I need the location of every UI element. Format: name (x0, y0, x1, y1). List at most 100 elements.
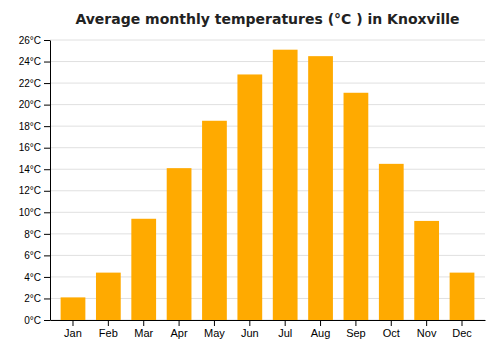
grid-line (50, 169, 485, 170)
x-tick-label: Feb (99, 327, 118, 339)
y-tick-mark (44, 62, 50, 63)
bar (344, 93, 369, 320)
grid (50, 40, 485, 320)
x-tick: Feb (99, 320, 118, 339)
grid-line (50, 40, 485, 41)
y-tick: 18°C (19, 121, 50, 132)
y-tick: 14°C (19, 164, 50, 175)
x-tick: Oct (383, 320, 400, 339)
y-tick: 12°C (19, 185, 50, 196)
bars (61, 50, 475, 320)
y-axis: 0°C 2°C 4°C 6°C 8°C 10°C 12°C 14°C 16°C 18°C 20°C 2… (19, 35, 51, 326)
grid-line (50, 190, 485, 191)
y-tick: 6°C (24, 250, 50, 261)
x-tick-label: Sep (346, 327, 366, 339)
y-tick: 4°C (24, 272, 50, 283)
y-tick-mark (44, 212, 50, 213)
y-tick-mark (44, 191, 50, 192)
y-tick: 0°C (24, 315, 50, 326)
x-tick: Jul (278, 320, 292, 339)
x-tick-label: Jan (64, 327, 82, 339)
y-tick-mark (44, 169, 50, 170)
y-tick-mark (44, 40, 50, 41)
x-tick-label: Apr (171, 327, 188, 339)
y-tick-mark (44, 105, 50, 106)
grid-line (50, 61, 485, 62)
grid-line (50, 83, 485, 84)
x-tick-mark (179, 320, 180, 326)
title: Average monthly temperatures (°C ) in Kn… (75, 11, 459, 27)
x-tick: Sep (346, 320, 366, 339)
y-tick: 22°C (19, 78, 50, 89)
y-tick-label: 12°C (19, 185, 41, 196)
y-tick-mark (44, 255, 50, 256)
x-tick-label: Jul (278, 327, 292, 339)
x-tick-mark (108, 320, 109, 326)
bar (167, 168, 192, 320)
bar (237, 74, 262, 320)
y-tick-mark (44, 83, 50, 84)
y-tick-mark (44, 148, 50, 149)
y-tick: 2°C (24, 293, 50, 304)
y-tick-label: 14°C (19, 164, 41, 175)
x-tick-mark (72, 320, 73, 326)
y-tick-label: 26°C (19, 35, 41, 46)
x-tick: Dec (452, 320, 472, 339)
y-tick: 20°C (19, 99, 50, 110)
y-tick: 16°C (19, 142, 50, 153)
grid-line (50, 104, 485, 105)
y-tick-mark (44, 126, 50, 127)
y-tick-label: 20°C (19, 99, 41, 110)
x-tick: Mar (134, 320, 153, 339)
bar (273, 50, 298, 320)
bar (96, 273, 121, 320)
x-axis-line (51, 320, 486, 321)
x-tick-label: Mar (134, 327, 153, 339)
y-tick-label: 16°C (19, 142, 41, 153)
y-tick-label: 18°C (19, 121, 41, 132)
bar (61, 297, 86, 320)
bar (414, 221, 439, 320)
y-tick-label: 22°C (19, 78, 41, 89)
y-tick-mark (44, 320, 50, 321)
y-tick-label: 4°C (24, 272, 41, 283)
bar (202, 121, 227, 320)
bar (308, 56, 333, 320)
x-tick-mark (249, 320, 250, 326)
y-tick-mark (44, 277, 50, 278)
y-tick: 8°C (24, 229, 50, 240)
x-tick-label: Dec (452, 327, 472, 339)
x-axis: Jan Feb Mar Apr May Jun Jul Aug Sep Oct Nov Dec (51, 320, 486, 339)
y-tick-label: 6°C (24, 250, 41, 261)
x-tick-mark (462, 320, 463, 326)
x-tick-label: Nov (417, 327, 437, 339)
y-tick-label: 24°C (19, 56, 41, 67)
y-tick-label: 10°C (19, 207, 41, 218)
x-tick: Jun (241, 320, 259, 339)
bar (131, 219, 156, 320)
x-tick-label: Oct (383, 327, 400, 339)
x-tick-mark (214, 320, 215, 326)
x-tick-mark (426, 320, 427, 326)
bar (379, 164, 404, 320)
x-tick: Nov (417, 320, 437, 339)
x-tick-label: May (204, 327, 225, 339)
y-tick: 26°C (19, 35, 50, 46)
x-tick-mark (391, 320, 392, 326)
y-tick-label: 8°C (24, 229, 41, 240)
x-tick-label: Jun (241, 327, 259, 339)
x-tick-mark (285, 320, 286, 326)
y-tick-mark (44, 298, 50, 299)
x-tick: Jan (64, 320, 82, 339)
plot: Jan Feb Mar Apr May Jun Jul Aug Sep Oct Nov Dec 0°C 2… (19, 35, 486, 339)
x-tick: Apr (171, 320, 188, 339)
x-tick-mark (320, 320, 321, 326)
y-tick: 10°C (19, 207, 50, 218)
y-tick-mark (44, 234, 50, 235)
x-tick-mark (143, 320, 144, 326)
x-tick: May (204, 320, 225, 339)
bar (450, 273, 475, 320)
y-tick-label: 0°C (24, 315, 41, 326)
x-tick-label: Aug (311, 327, 331, 339)
grid-line (50, 147, 485, 148)
